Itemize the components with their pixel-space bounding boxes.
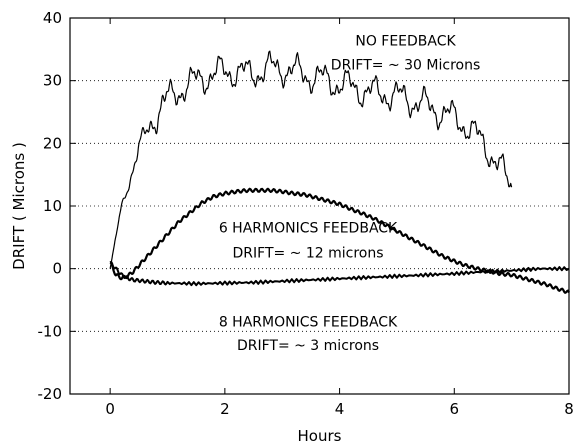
annotation-2: DRIFT= ~ 30 Microns — [331, 57, 480, 73]
y-tick-label: 10 — [43, 197, 62, 215]
annotation-1: NO FEEDBACK — [355, 34, 456, 50]
series-line-1 — [109, 50, 513, 269]
y-tick-label: 30 — [43, 72, 62, 90]
series-line-2 — [109, 187, 570, 294]
x-tick-label: 6 — [450, 400, 460, 418]
annotation-3: 6 HARMONICS FEEDBACK — [219, 220, 398, 236]
annotation-6: DRIFT= ~ 3 microns — [237, 338, 379, 354]
x-tick-label: 0 — [105, 400, 115, 418]
series-line-3 — [109, 261, 570, 287]
y-tick-label: -20 — [38, 385, 63, 403]
y-axis-title: DRIFT ( Microns ) — [10, 142, 28, 270]
x-tick-label: 2 — [220, 400, 230, 418]
y-tick-label: 0 — [52, 260, 62, 278]
grid-layer — [70, 80, 569, 332]
series-layer — [109, 50, 570, 294]
y-tick-label: 40 — [43, 9, 62, 27]
annotation-layer: NO FEEDBACK DRIFT= ~ 30 Microns 6 HARMONIC… — [219, 34, 480, 355]
tick-layer: -20 -10 0 10 20 30 40 0 2 4 6 8 — [38, 9, 574, 418]
annotation-5: 8 HARMONICS FEEDBACK — [219, 314, 398, 330]
x-tick-label: 4 — [335, 400, 345, 418]
x-axis-title: Hours — [298, 427, 342, 445]
x-tick-label: 8 — [564, 400, 574, 418]
y-tick-label: 20 — [43, 134, 62, 152]
y-tick-label: -10 — [38, 322, 63, 340]
annotation-4: DRIFT= ~ 12 microns — [233, 245, 384, 261]
